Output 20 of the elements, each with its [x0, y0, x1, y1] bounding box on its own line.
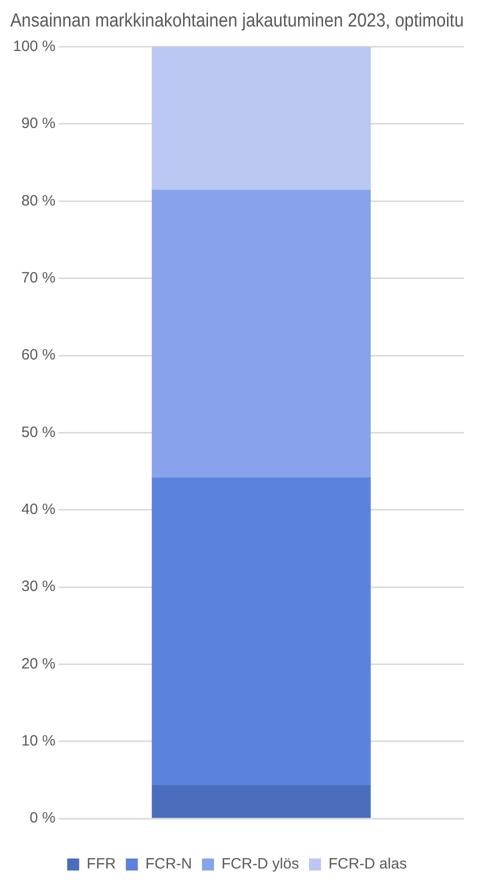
bar	[152, 46, 371, 190]
bar	[152, 784, 371, 818]
legend-label: FFR	[86, 856, 116, 873]
legend-label: FCR-N	[145, 856, 192, 873]
legend-label: FCR-D ylös	[221, 856, 299, 873]
y-tick-label: 90 %	[21, 115, 56, 132]
y-tick-label: 0 %	[30, 810, 56, 827]
legend-label: FCR-D alas	[328, 856, 407, 873]
y-tick-label: 40 %	[21, 501, 56, 518]
bar	[152, 190, 371, 478]
y-tick-label: 30 %	[21, 578, 56, 596]
y-tick-label: 50 %	[21, 424, 56, 441]
bar	[152, 477, 371, 785]
y-tick-label: 100 %	[12, 38, 56, 55]
y-tick-label: 60 %	[21, 346, 56, 364]
y-tick-label: 80 %	[21, 192, 56, 210]
y-tick-label: 20 %	[21, 655, 56, 672]
y-tick-label: 10 %	[21, 732, 56, 750]
y-tick-label: 70 %	[21, 269, 56, 286]
chart-title: Ansainnan markkinakohtainen jakautuminen 2023, optimoitu	[10, 10, 464, 31]
